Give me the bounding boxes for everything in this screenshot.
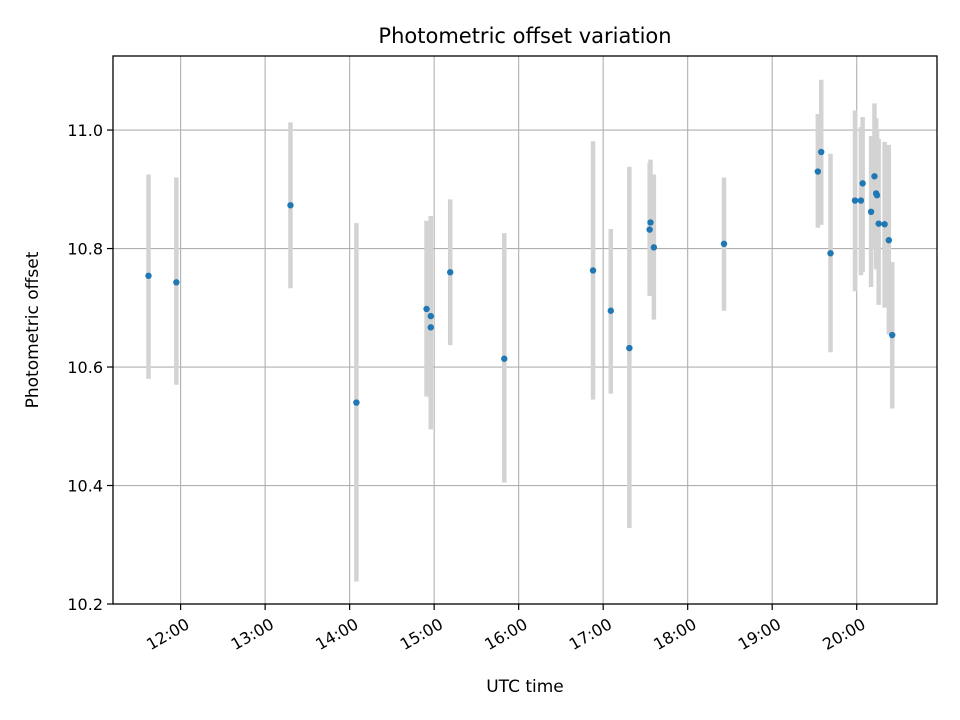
data-point — [650, 244, 658, 251]
data-point — [589, 267, 597, 274]
data-point — [647, 219, 654, 226]
data-point — [885, 237, 893, 244]
y-tick-label: 10.6 — [67, 358, 103, 377]
data-point — [889, 331, 896, 339]
point-layer — [145, 148, 896, 406]
data-point — [353, 399, 360, 406]
y-tick-label: 10.4 — [67, 477, 103, 496]
data-point — [859, 180, 866, 187]
data-point — [857, 197, 865, 204]
y-tick-label: 10.2 — [67, 595, 103, 614]
data-point — [818, 148, 825, 156]
data-point — [867, 208, 875, 216]
data-point — [875, 220, 882, 227]
data-point — [881, 221, 888, 228]
data-point — [501, 355, 508, 362]
data-point — [814, 168, 822, 175]
data-point — [173, 279, 180, 286]
y-axis-label: Photometric offset — [23, 251, 43, 408]
chart-title: Photometric offset variation — [378, 24, 671, 48]
x-axis-label: UTC time — [486, 677, 564, 697]
data-point — [287, 202, 294, 209]
data-point — [427, 312, 434, 320]
grid-layer — [113, 56, 937, 605]
data-point — [720, 240, 728, 248]
y-tick-label: 11.0 — [67, 121, 103, 140]
data-point — [827, 250, 834, 257]
data-point — [626, 344, 633, 352]
plot-frame — [112, 55, 938, 605]
data-point — [607, 307, 614, 314]
data-point — [646, 226, 653, 233]
y-tick-label: 10.8 — [67, 240, 103, 259]
data-point — [423, 305, 430, 313]
data-point — [871, 173, 878, 180]
data-point — [873, 192, 881, 199]
data-point — [145, 272, 152, 279]
data-point — [427, 324, 434, 331]
data-point — [851, 197, 859, 204]
data-point — [447, 269, 454, 276]
